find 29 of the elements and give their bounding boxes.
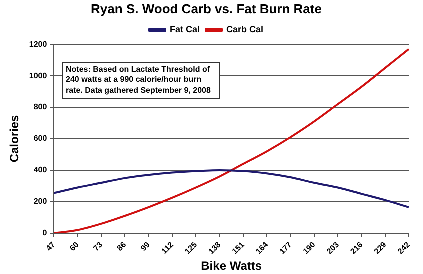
x-tick-label: 151 xyxy=(230,240,247,256)
y-tick-label: 800 xyxy=(34,102,48,112)
x-axis-title: Bike Watts xyxy=(201,259,262,274)
chart-title: Ryan S. Wood Carb vs. Fat Burn Rate xyxy=(91,1,322,16)
y-tick-label: 0 xyxy=(42,228,48,238)
x-tick-label: 47 xyxy=(44,240,58,254)
y-tick-label: 1200 xyxy=(29,40,48,49)
x-tick-label: 177 xyxy=(278,240,294,256)
x-tick-label: 112 xyxy=(160,240,176,256)
x-tick-label: 164 xyxy=(254,240,270,256)
x-tick-label: 229 xyxy=(372,240,389,256)
x-tick-label: 242 xyxy=(396,240,412,256)
x-tick-label: 203 xyxy=(325,240,342,256)
x-tick-label: 73 xyxy=(92,240,105,254)
annotation: Notes: Based on Lactate Threshold of 240 watts at a 990 calorie/hour burn rate. Data gathered September 9, 2008 xyxy=(62,62,220,100)
x-tick-label: 60 xyxy=(68,240,82,254)
x-tick-label: 99 xyxy=(139,240,152,254)
y-tick-label: 200 xyxy=(34,197,48,206)
x-tick-label: 138 xyxy=(206,240,224,256)
y-axis-title: Calories xyxy=(8,114,22,163)
x-tick-label: 86 xyxy=(115,240,129,254)
y-tick-label: 400 xyxy=(34,166,48,175)
y-tick-label: 600 xyxy=(34,134,48,144)
x-tick-label: 216 xyxy=(348,240,366,256)
legend-label: Fat Cal xyxy=(170,24,200,35)
legend-label: Carb Cal xyxy=(226,24,264,35)
x-tick-label: 190 xyxy=(302,240,318,256)
x-tick-label: 125 xyxy=(183,240,200,256)
y-tick-label: 1000 xyxy=(29,71,48,80)
